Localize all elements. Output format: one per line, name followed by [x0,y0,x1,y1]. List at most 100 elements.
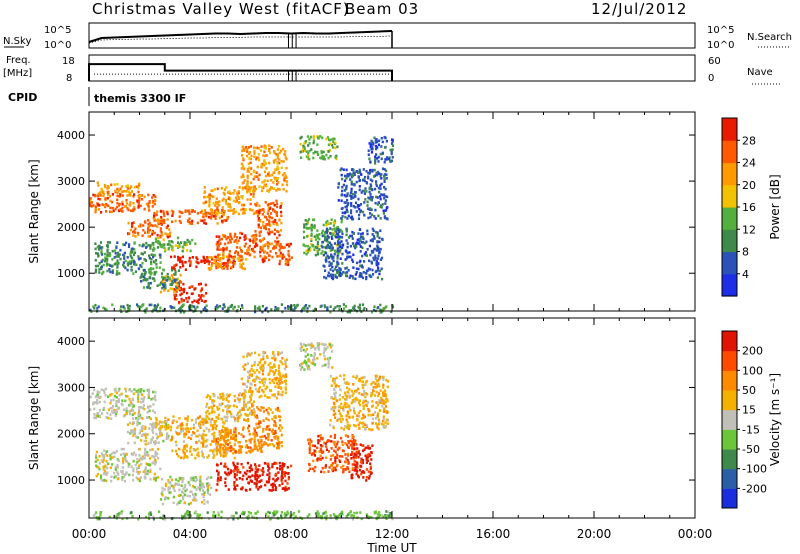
power-panel-colorbar-tick-label: 8 [742,246,749,259]
power-panel-echo-region [139,268,180,290]
power-panel-echo-region [321,227,384,281]
power-panel-colorbar-tick-label: 16 [742,201,756,214]
noise-left-label: N.Sky [3,36,31,47]
power-panel-colorbar-swatch [722,118,737,141]
velocity-panel-ytick-label: 1000 [57,474,85,487]
velocity-panel-colorbar-swatch [722,468,737,489]
power-panel-colorbar-swatch [722,229,737,253]
power-panel-colorbar-swatch [722,140,737,164]
velocity-panel-colorbar-frame [721,330,738,509]
velocity-panel-colorbar-swatch [722,370,737,391]
power-panel-colorbar-tick-label: 24 [742,157,756,170]
power-panel-ylabel: Slant Range [km] [27,159,41,263]
velocity-panel-echo-region [240,351,289,400]
power-panel-colorbar-swatch [722,251,737,275]
velocity-panel-ytick-label: 3000 [57,381,85,394]
freq-label: Freq. [6,55,31,66]
cpid-label: CPID [8,91,37,104]
velocity-panel-colorbar-tick-label: 50 [742,384,756,397]
beam-label: Beam 03 [345,0,420,18]
velocity-panel-echo-region [89,387,157,421]
power-panel-echo-region [173,282,208,305]
velocity-panel-echo-region [94,447,162,483]
velocity-panel-colorbar-tick-label: 15 [742,404,756,417]
velocity-panel-colorbar-tick-label: 200 [742,345,763,358]
power-panel-echo-region [94,241,162,276]
velocity-panel-colorbar-tick-label: -15 [742,423,760,436]
power-panel-echo-region [299,135,339,161]
velocity-panel-ylabel: Slant Range [km] [27,366,41,470]
power-panel-echo-region [89,193,157,214]
noise-right-tick: 10^5 [707,25,734,36]
noise-left-tick: 10^0 [44,40,71,51]
velocity-panel-echo-region [159,475,213,506]
velocity-panel-echo-region [215,424,263,455]
freq-left-tick: 8 [66,73,72,84]
noise-right-label: N.Search [747,32,792,43]
velocity-panel-colorbar-swatch [722,390,737,411]
frequency-series [88,63,393,81]
velocity-panel-colorbar-swatch [722,409,737,430]
power-panel-echo-region [96,181,142,198]
noise-left-tick: 10^5 [44,25,71,36]
velocity-panel-colorbar-label: Velocity [m s⁻¹] [768,373,782,466]
power-panel-colorbar-tick-label: 12 [742,223,756,236]
power-panel-echo-region [215,231,262,260]
velocity-panel-ytick-label: 4000 [57,335,85,348]
power-panel-ytick-label: 2000 [57,221,85,234]
power-panel-ytick-label: 1000 [57,267,85,280]
velocity-panel-echo-region [329,374,390,432]
chart-title: Christmas Valley West (fitACF) [92,0,350,18]
power-panel-echo-region [152,236,197,253]
cpid-program: themis 3300 IF [94,92,186,105]
x-axis-tick-label: 16:00 [476,527,511,541]
velocity-panel-echo-region [205,392,256,423]
velocity-panel-colorbar-swatch [722,429,737,450]
power-panel-colorbar-tick-label: 4 [742,268,749,281]
power-panel-colorbar-tick-label: 20 [742,179,756,192]
velocity-panel-colorbar-swatch [722,331,737,352]
power-panel-colorbar-tick-label: 28 [742,134,756,147]
power-panel-colorbar-swatch [722,162,737,186]
velocity-panel-echo-region [299,342,334,371]
x-axis-tick-label: 00:00 [678,527,713,541]
x-axis-tick-label: 04:00 [173,527,208,541]
freq-right-tick: 60 [708,56,721,67]
x-axis-tick-label: 20:00 [577,527,612,541]
velocity-panel-ytick-label: 2000 [57,428,85,441]
power-panel-ytick-label: 4000 [57,129,85,142]
velocity-panel-colorbar-tick-label: -200 [742,482,767,495]
power-panel-colorbar-label: Power [dB] [768,174,782,239]
velocity-panel-echo-region [155,415,229,432]
power-panel-colorbar-swatch [722,273,737,297]
n-sky-series [88,30,393,43]
velocity-panel-colorbar-swatch [722,449,737,470]
velocity-panel-echo-region [350,443,374,482]
power-panel-echo-region [367,135,395,165]
velocity-panel-echo-region [126,420,172,446]
power-panel-ytick-label: 3000 [57,175,85,188]
velocity-panel-colorbar-tick-label: -100 [742,463,767,476]
n-search-series [88,35,393,44]
date-label: 12/Jul/2012 [591,0,688,18]
power-panel-echo-region [206,255,248,272]
x-axis-tick-label: 08:00 [274,527,309,541]
velocity-panel-echo-region [215,461,293,492]
x-axis-tick-label: 00:00 [72,527,107,541]
power-panel-echo-region [240,144,289,193]
noise-right-tick: 10^0 [707,40,734,51]
nave-label: Nave [747,67,773,78]
velocity-panel-colorbar-swatch [722,488,737,509]
power-panel-echo-region [261,241,293,267]
freq-left-tick: 18 [62,56,75,67]
velocity-panel-colorbar-swatch [722,350,737,371]
velocity-panel-colorbar-tick-label: -50 [742,443,760,456]
x-axis-tick-label: 12:00 [375,527,410,541]
freq-right-tick: 0 [708,73,714,84]
x-axis-label: Time UT [366,541,417,554]
power-panel-colorbar-swatch [722,184,737,208]
freq-unit: [MHz] [3,68,32,79]
velocity-panel-echo-region [253,406,284,450]
velocity-panel-colorbar-tick-label: 100 [742,364,763,377]
